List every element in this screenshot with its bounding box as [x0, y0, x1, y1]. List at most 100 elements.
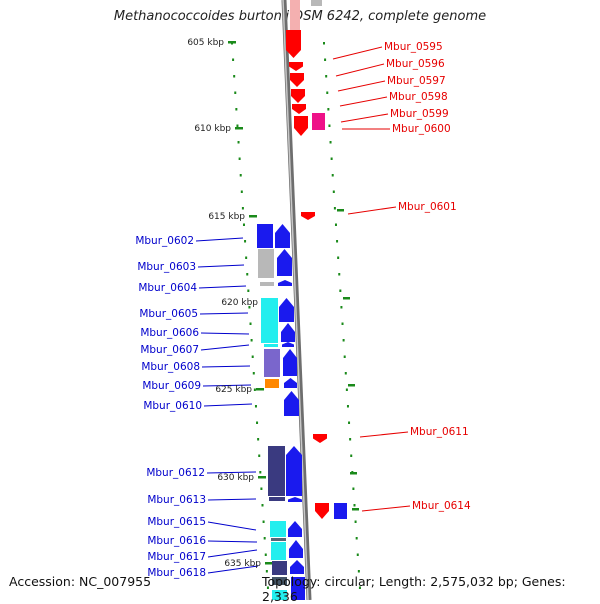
- accession-label: Accession: NC_007955: [9, 574, 152, 589]
- backbone-highlight: [282, 0, 309, 600]
- tick-dot: [246, 273, 249, 276]
- tick-dot: [249, 322, 252, 325]
- gene-label-mbur_0606: Mbur_0606: [140, 327, 199, 339]
- leader-line: [203, 403, 253, 407]
- ring-dash: [343, 297, 350, 300]
- gene-label-mbur_0609: Mbur_0609: [142, 380, 201, 392]
- leader-line: [207, 549, 258, 558]
- ring-dash: [352, 508, 359, 511]
- tick-dot: [252, 372, 255, 375]
- tick-dot: [354, 520, 357, 523]
- tick-dot: [232, 58, 235, 61]
- gene-block-0613: [269, 497, 285, 501]
- tick-dot: [254, 405, 257, 408]
- gene-label-mbur_0595: Mbur_0595: [384, 41, 443, 53]
- scale-tick: [228, 41, 236, 44]
- ring-dash: [348, 384, 355, 387]
- gene-label-mbur_0599: Mbur_0599: [390, 108, 449, 120]
- leader-line: [347, 206, 397, 215]
- tick-dot: [324, 58, 327, 61]
- scale-tick: [256, 388, 264, 391]
- tick-dot: [337, 256, 340, 259]
- gene-label-mbur_0601: Mbur_0601: [398, 201, 457, 213]
- scale-label: 605 kbp: [187, 38, 224, 48]
- gene-mbur-0599: [312, 113, 325, 130]
- gene-label-mbur_0615: Mbur_0615: [147, 516, 206, 528]
- tick-dot: [356, 553, 359, 556]
- tick-dot: [355, 537, 358, 540]
- tick-dot: [240, 190, 243, 193]
- tick-dot: [326, 91, 329, 94]
- leader-line: [207, 498, 257, 501]
- gene-block-0602: [257, 224, 273, 248]
- gene-mbur-0611: [313, 434, 327, 443]
- leader-line: [340, 113, 389, 123]
- gene-label-mbur_0611: Mbur_0611: [410, 426, 469, 438]
- leader-line: [359, 431, 409, 438]
- tick-dot: [336, 240, 339, 243]
- scale-tick: [258, 476, 266, 479]
- tick-dot: [344, 372, 347, 375]
- tick-dot: [329, 141, 332, 144]
- gene-mbur-0614: [315, 503, 329, 519]
- gene-label-mbur_0608: Mbur_0608: [141, 361, 200, 373]
- leader-line: [207, 565, 259, 574]
- gene-mbur-0598: [291, 89, 305, 103]
- scale-label: 610 kbp: [194, 124, 231, 134]
- gene-label-mbur_0618: Mbur_0618: [147, 567, 206, 579]
- gene-label-mbur_0603: Mbur_0603: [137, 261, 196, 273]
- gene-arrow-0612: [286, 446, 302, 496]
- scale-tick: [265, 562, 273, 565]
- gene-block-0609: [265, 379, 279, 388]
- tick-dot: [253, 388, 256, 391]
- tick-dots: [228, 41, 361, 589]
- ring-dash: [350, 472, 357, 475]
- gene-label-mbur_0607: Mbur_0607: [140, 344, 199, 356]
- gene-block-0607: [264, 344, 278, 347]
- tick-dot: [241, 207, 244, 210]
- tick-dot: [233, 75, 236, 78]
- gene-label-mbur_0610: Mbur_0610: [143, 400, 202, 412]
- tick-dot: [262, 520, 265, 523]
- tick-dot: [238, 157, 241, 160]
- gene-block-0604: [260, 282, 274, 286]
- leader-line: [195, 237, 244, 242]
- gene-mbur-0595: [286, 30, 301, 58]
- scale-label: 615 kbp: [208, 212, 245, 222]
- gene-arrow-0605: [279, 298, 294, 322]
- tick-dot: [343, 355, 346, 358]
- gene-block-0615: [270, 521, 286, 537]
- ring-dash: [337, 209, 344, 212]
- leader-line: [200, 332, 250, 335]
- tick-dot: [265, 570, 268, 573]
- tick-dot: [357, 570, 360, 573]
- tick-dot: [323, 42, 325, 45]
- gene-arrow-0613: [288, 497, 302, 502]
- tick-dot: [266, 586, 269, 589]
- gene-block-0612: [268, 446, 285, 496]
- tick-dot: [263, 537, 266, 540]
- gene-arrow-0604: [278, 280, 292, 286]
- tick-dot: [328, 124, 331, 127]
- gene-gray-top: [311, 0, 322, 6]
- leader-line: [197, 264, 245, 268]
- gene-mbur-0599a: [292, 104, 306, 114]
- gene-block-0618: [272, 577, 287, 585]
- gene-label-mbur_0598: Mbur_0598: [389, 91, 448, 103]
- gene-arrow-0608: [283, 349, 297, 376]
- tick-dot: [353, 504, 356, 507]
- tick-dot: [325, 75, 328, 78]
- leader-line: [361, 505, 411, 512]
- gene-arrow-0617: [290, 560, 304, 574]
- genome-backbone: [281, 0, 312, 600]
- gene-label-mbur_0613: Mbur_0613: [147, 494, 206, 506]
- tick-dot: [350, 454, 353, 457]
- gene-arrow-0607: [282, 342, 294, 347]
- leader-line: [332, 46, 383, 60]
- leader-line: [198, 285, 247, 289]
- tick-dot: [260, 487, 263, 490]
- scale-label: 635 kbp: [224, 559, 261, 569]
- gene-mbur-0596: [289, 62, 303, 71]
- gene-label-mbur_0612: Mbur_0612: [146, 467, 205, 479]
- scale-tick: [249, 215, 257, 218]
